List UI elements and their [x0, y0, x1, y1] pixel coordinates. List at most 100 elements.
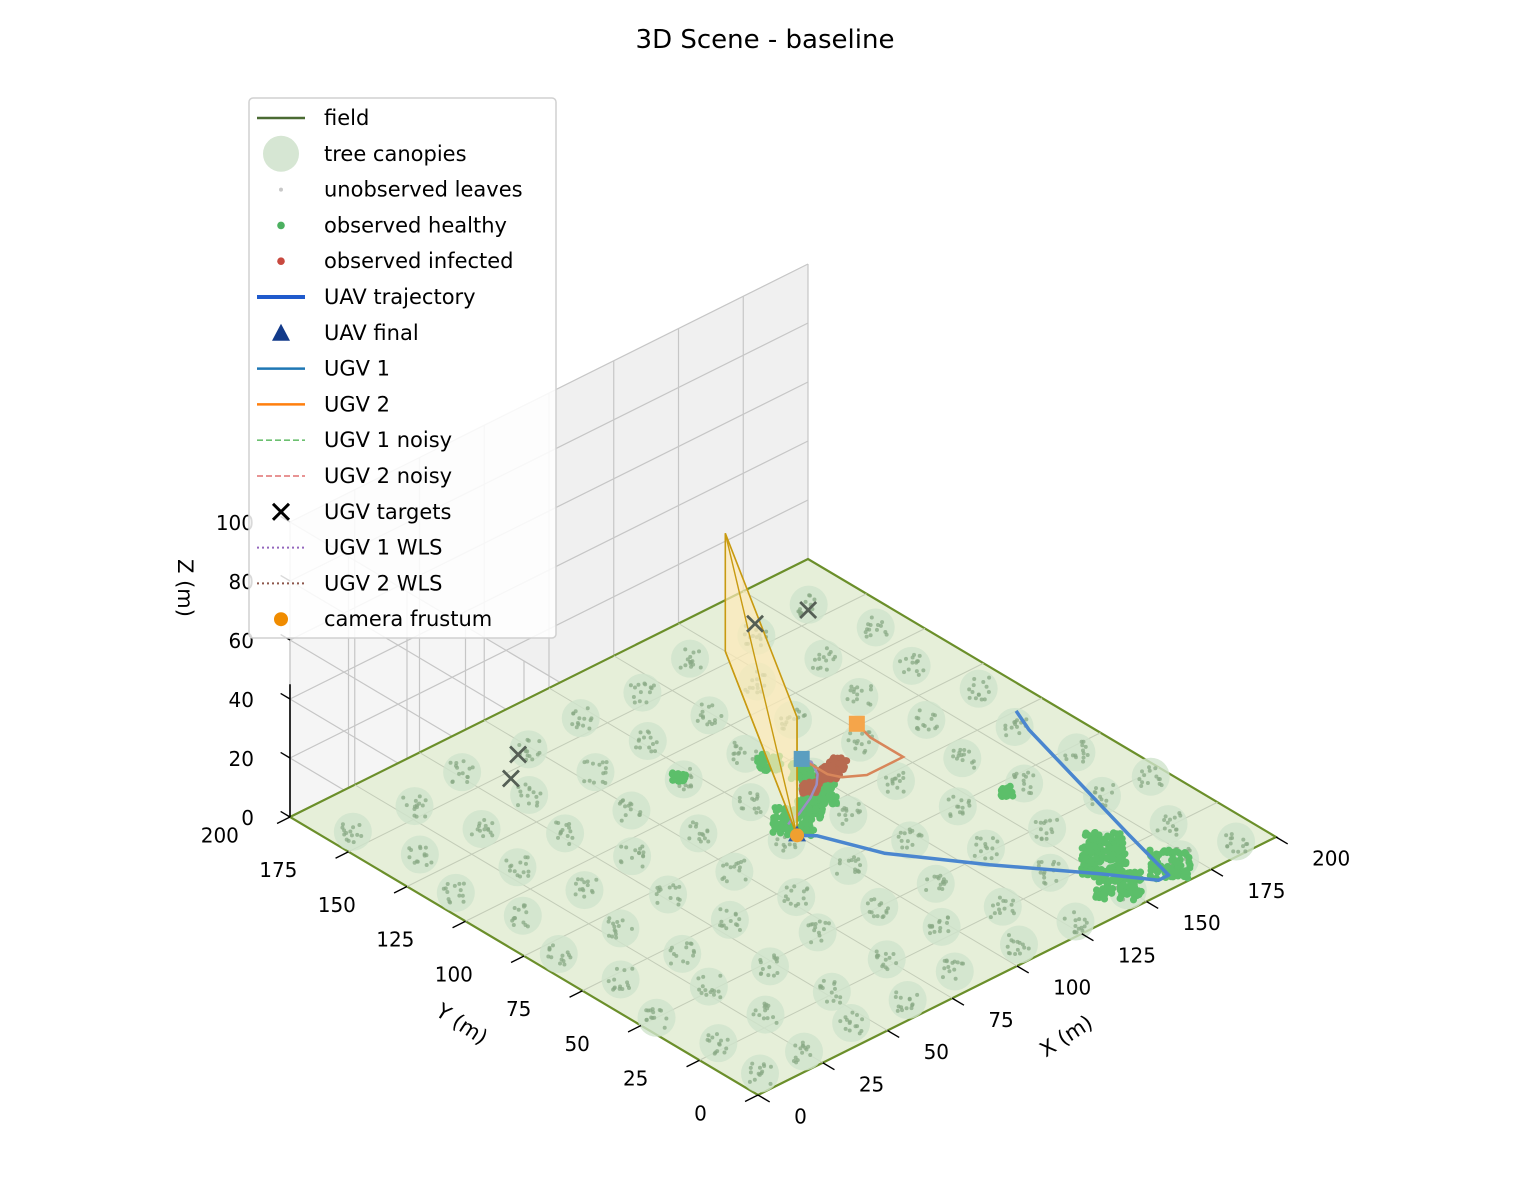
observed-healthy-leaf [1185, 858, 1193, 866]
unobserved-leaf [854, 1012, 859, 1017]
unobserved-leaf [1042, 870, 1047, 875]
tree-canopy [509, 730, 548, 769]
unobserved-leaf [1072, 930, 1077, 935]
unobserved-leaf [967, 687, 972, 692]
unobserved-leaf [688, 773, 693, 778]
legend-label: UGV 1 [324, 357, 390, 381]
unobserved-leaf [807, 593, 812, 598]
unobserved-leaf [516, 803, 521, 808]
unobserved-leaf [972, 765, 977, 770]
unobserved-leaf [898, 659, 903, 664]
z-tick-label: 100 [216, 511, 254, 535]
y-tick-label: 125 [376, 928, 414, 952]
observed-infected-leaf [799, 789, 807, 797]
unobserved-leaf [677, 884, 682, 889]
y-tick-label: 100 [435, 962, 473, 986]
unobserved-leaf [448, 760, 453, 765]
unobserved-leaf [717, 1041, 722, 1046]
unobserved-leaf [885, 782, 890, 787]
unobserved-leaf [568, 829, 573, 834]
unobserved-leaf [1003, 726, 1008, 731]
unobserved-leaf [976, 692, 981, 697]
unobserved-leaf [951, 794, 956, 799]
unobserved-leaf [401, 795, 406, 800]
unobserved-leaf [461, 899, 466, 904]
unobserved-leaf [855, 685, 860, 690]
tree-canopy [715, 852, 754, 891]
unobserved-leaf [706, 1033, 711, 1038]
unobserved-leaf [865, 901, 870, 906]
unobserved-leaf [633, 848, 638, 853]
unobserved-leaf [1172, 815, 1177, 820]
unobserved-leaf [855, 739, 860, 744]
unobserved-leaf [894, 961, 899, 966]
unobserved-leaf [817, 656, 822, 661]
legend-label: UGV 1 noisy [324, 428, 452, 452]
unobserved-leaf [853, 870, 858, 875]
unobserved-leaf [718, 995, 723, 1000]
unobserved-leaf [896, 834, 901, 839]
chart-title: 3D Scene - baseline [636, 25, 895, 55]
tree-canopy [498, 848, 537, 887]
unobserved-leaf [737, 799, 742, 804]
unobserved-leaf [686, 784, 691, 789]
unobserved-leaf [582, 880, 587, 885]
observed-healthy-leaf [1146, 871, 1154, 880]
unobserved-leaf [855, 1024, 860, 1029]
unobserved-leaf [716, 989, 721, 994]
unobserved-leaf [676, 902, 681, 907]
unobserved-leaf [657, 1007, 662, 1012]
field-grid-line [742, 590, 1212, 870]
z-tick [280, 692, 291, 700]
unobserved-leaf [883, 965, 888, 970]
unobserved-leaf [648, 735, 653, 740]
unobserved-leaf [1090, 802, 1095, 807]
observed-healthy-leaf [1114, 847, 1123, 855]
unobserved-leaf [894, 990, 899, 995]
legend: field tree canopies unobserved leaves obser… [248, 97, 557, 639]
unobserved-leaf [452, 883, 457, 888]
unobserved-leaf [582, 894, 587, 899]
observed-healthy-leaf [819, 794, 827, 803]
unobserved-leaf [948, 813, 953, 818]
unobserved-leaf [412, 807, 417, 812]
tree-canopy [333, 812, 372, 851]
unobserved-leaf [734, 761, 739, 766]
unobserved-leaf [620, 918, 625, 923]
unobserved-leaf [698, 665, 703, 670]
unobserved-leaf [899, 1005, 904, 1010]
unobserved-leaf [775, 837, 780, 842]
unobserved-leaf [699, 990, 704, 995]
unobserved-leaf [893, 994, 898, 999]
unobserved-leaf [570, 835, 575, 840]
unobserved-leaf [718, 973, 723, 978]
unobserved-leaf [603, 770, 608, 775]
unobserved-leaf [801, 713, 806, 718]
unobserved-leaf [524, 910, 529, 915]
unobserved-leaf [550, 943, 555, 948]
observed-healthy-leaf [1087, 857, 1095, 865]
unobserved-leaf [696, 976, 701, 981]
unobserved-leaf [575, 720, 580, 725]
unobserved-leaf [945, 920, 950, 925]
unobserved-leaf [937, 920, 942, 925]
unobserved-leaf [490, 821, 495, 826]
unobserved-leaf [512, 869, 517, 874]
unobserved-leaf [735, 923, 740, 928]
unobserved-leaf [869, 684, 874, 689]
unobserved-leaf [577, 716, 582, 721]
unobserved-leaf [750, 1061, 755, 1066]
unobserved-leaf [724, 926, 729, 931]
observed-infected-leaf [829, 754, 838, 762]
unobserved-leaf [910, 660, 915, 665]
y-tick-label: 175 [259, 858, 297, 882]
unobserved-leaf [934, 724, 939, 729]
unobserved-leaf [685, 960, 690, 965]
unobserved-leaf [915, 659, 920, 664]
unobserved-leaf [847, 1028, 852, 1033]
unobserved-leaf [461, 759, 466, 764]
unobserved-leaf [959, 961, 964, 966]
unobserved-leaf [753, 1008, 758, 1013]
unobserved-leaf [587, 778, 592, 783]
observed-healthy-leaf [1103, 854, 1111, 863]
